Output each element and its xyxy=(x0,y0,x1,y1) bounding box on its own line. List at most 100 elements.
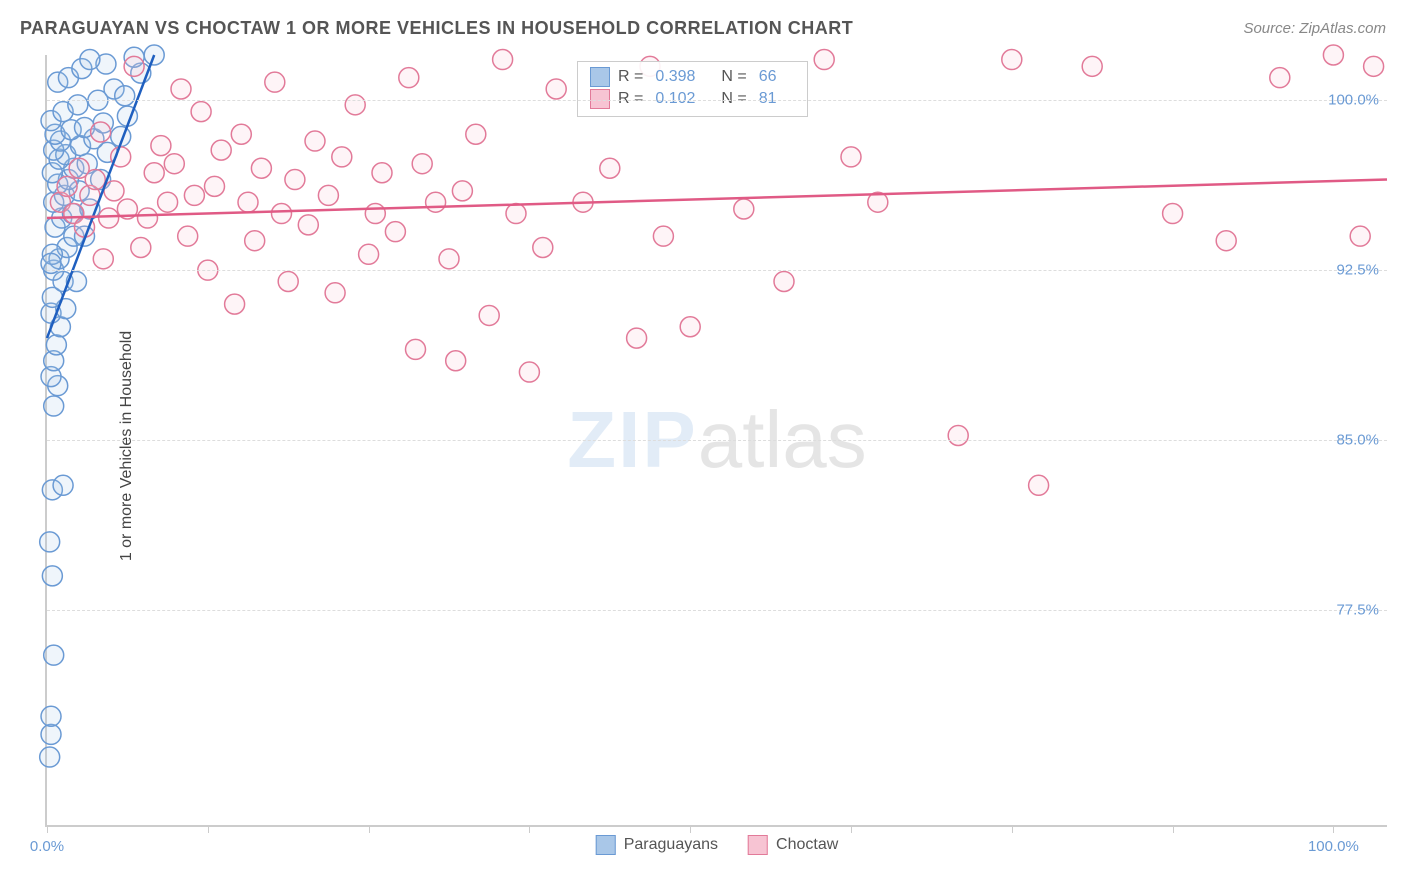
legend-label-choctaw: Choctaw xyxy=(776,836,838,854)
x-tick xyxy=(369,825,370,833)
x-tick xyxy=(208,825,209,833)
data-point xyxy=(138,208,158,228)
data-point xyxy=(365,204,385,224)
chart-title: PARAGUAYAN VS CHOCTAW 1 OR MORE VEHICLES… xyxy=(20,18,853,39)
data-point xyxy=(506,204,526,224)
data-point xyxy=(680,317,700,337)
data-point xyxy=(171,79,191,99)
data-point xyxy=(841,147,861,167)
data-point xyxy=(493,50,513,70)
data-point xyxy=(158,192,178,212)
data-point xyxy=(452,181,472,201)
data-point xyxy=(93,249,113,269)
data-point xyxy=(144,163,164,183)
x-tick xyxy=(851,825,852,833)
data-point xyxy=(164,154,184,174)
data-point xyxy=(178,226,198,246)
data-point xyxy=(318,185,338,205)
gridline-h xyxy=(47,100,1387,101)
data-point xyxy=(466,124,486,144)
legend-row-choctaw: R = 0.102 N = 81 xyxy=(590,88,795,110)
data-point xyxy=(332,147,352,167)
x-tick xyxy=(1333,825,1334,833)
data-point xyxy=(231,124,251,144)
data-point xyxy=(44,396,64,416)
x-tick-label: 100.0% xyxy=(1308,838,1359,855)
data-point xyxy=(399,68,419,88)
data-point xyxy=(131,238,151,258)
data-point xyxy=(1270,68,1290,88)
data-point xyxy=(948,425,968,445)
data-point xyxy=(124,56,144,76)
data-point xyxy=(734,199,754,219)
data-point xyxy=(41,706,61,726)
r-label: R = xyxy=(618,88,643,110)
data-point xyxy=(272,204,292,224)
r-value-paraguayans: 0.398 xyxy=(655,66,695,88)
data-point xyxy=(412,154,432,174)
gridline-h xyxy=(47,270,1387,271)
data-point xyxy=(546,79,566,99)
data-point xyxy=(479,305,499,325)
data-point xyxy=(814,50,834,70)
swatch-paraguayans-icon xyxy=(590,67,610,87)
swatch-choctaw-icon xyxy=(590,89,610,109)
data-point xyxy=(41,724,61,744)
data-point xyxy=(225,294,245,314)
x-tick xyxy=(529,825,530,833)
n-label: N = xyxy=(721,66,746,88)
y-tick-label: 85.0% xyxy=(1336,432,1379,449)
data-point xyxy=(46,335,66,355)
data-point xyxy=(99,208,119,228)
data-point xyxy=(325,283,345,303)
data-point xyxy=(1002,50,1022,70)
data-point xyxy=(285,170,305,190)
data-point xyxy=(42,566,62,586)
data-point xyxy=(53,475,73,495)
gridline-h xyxy=(47,440,1387,441)
x-tick xyxy=(47,825,48,833)
data-point xyxy=(1163,204,1183,224)
data-point xyxy=(44,645,64,665)
data-point xyxy=(1350,226,1370,246)
data-point xyxy=(57,176,77,196)
data-point xyxy=(205,176,225,196)
data-point xyxy=(439,249,459,269)
data-point xyxy=(406,339,426,359)
x-tick xyxy=(690,825,691,833)
x-tick xyxy=(1173,825,1174,833)
data-point xyxy=(385,222,405,242)
r-value-choctaw: 0.102 xyxy=(655,88,695,110)
data-point xyxy=(446,351,466,371)
gridline-h xyxy=(47,610,1387,611)
data-point xyxy=(600,158,620,178)
data-point xyxy=(68,95,88,115)
data-point xyxy=(265,72,285,92)
data-point xyxy=(1364,56,1384,76)
data-point xyxy=(1082,56,1102,76)
data-point xyxy=(245,231,265,251)
r-label: R = xyxy=(618,66,643,88)
data-point xyxy=(298,215,318,235)
y-tick-label: 77.5% xyxy=(1336,601,1379,618)
data-point xyxy=(1216,231,1236,251)
data-point xyxy=(345,95,365,115)
data-point xyxy=(91,122,111,142)
data-point xyxy=(1323,45,1343,65)
y-tick-label: 100.0% xyxy=(1328,92,1379,109)
y-tick-label: 92.5% xyxy=(1336,262,1379,279)
data-point xyxy=(359,244,379,264)
data-point xyxy=(151,136,171,156)
data-point xyxy=(533,238,553,258)
legend-item-choctaw: Choctaw xyxy=(748,835,838,855)
n-value-paraguayans: 66 xyxy=(759,66,777,88)
data-point xyxy=(426,192,446,212)
data-point xyxy=(1029,475,1049,495)
data-point xyxy=(372,163,392,183)
x-tick xyxy=(1012,825,1013,833)
data-point xyxy=(774,271,794,291)
data-point xyxy=(627,328,647,348)
source-label: Source: ZipAtlas.com xyxy=(1243,20,1386,37)
data-point xyxy=(80,50,100,70)
plot-area: ZIPatlas R = 0.398 N = 66 R = 0.102 N = … xyxy=(45,55,1387,827)
